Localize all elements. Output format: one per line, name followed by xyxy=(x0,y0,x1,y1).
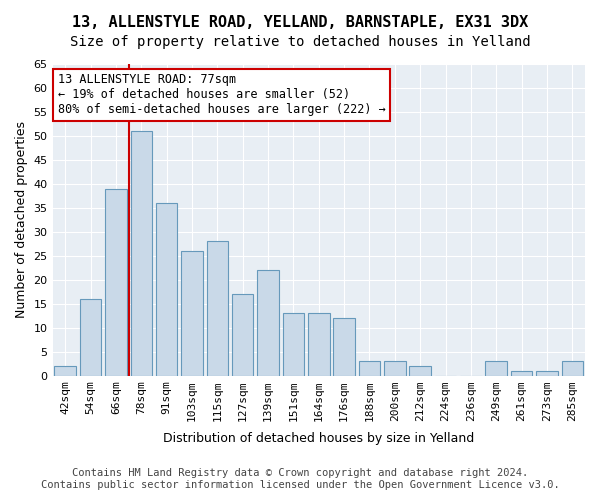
X-axis label: Distribution of detached houses by size in Yelland: Distribution of detached houses by size … xyxy=(163,432,475,445)
Bar xyxy=(308,313,329,376)
Bar xyxy=(409,366,431,376)
Bar xyxy=(105,188,127,376)
Bar xyxy=(562,361,583,376)
Text: 13 ALLENSTYLE ROAD: 77sqm
← 19% of detached houses are smaller (52)
80% of semi-: 13 ALLENSTYLE ROAD: 77sqm ← 19% of detac… xyxy=(58,74,386,116)
Y-axis label: Number of detached properties: Number of detached properties xyxy=(15,122,28,318)
Bar xyxy=(181,251,203,376)
Bar xyxy=(156,203,178,376)
Text: Size of property relative to detached houses in Yelland: Size of property relative to detached ho… xyxy=(70,35,530,49)
Bar xyxy=(384,361,406,376)
Bar xyxy=(80,299,101,376)
Bar xyxy=(206,242,228,376)
Bar xyxy=(359,361,380,376)
Bar xyxy=(257,270,279,376)
Bar xyxy=(283,313,304,376)
Bar xyxy=(536,370,558,376)
Bar xyxy=(55,366,76,376)
Bar xyxy=(334,318,355,376)
Bar xyxy=(485,361,507,376)
Bar xyxy=(511,370,532,376)
Bar xyxy=(131,131,152,376)
Text: 13, ALLENSTYLE ROAD, YELLAND, BARNSTAPLE, EX31 3DX: 13, ALLENSTYLE ROAD, YELLAND, BARNSTAPLE… xyxy=(72,15,528,30)
Bar xyxy=(232,294,253,376)
Text: Contains HM Land Registry data © Crown copyright and database right 2024.
Contai: Contains HM Land Registry data © Crown c… xyxy=(41,468,559,490)
